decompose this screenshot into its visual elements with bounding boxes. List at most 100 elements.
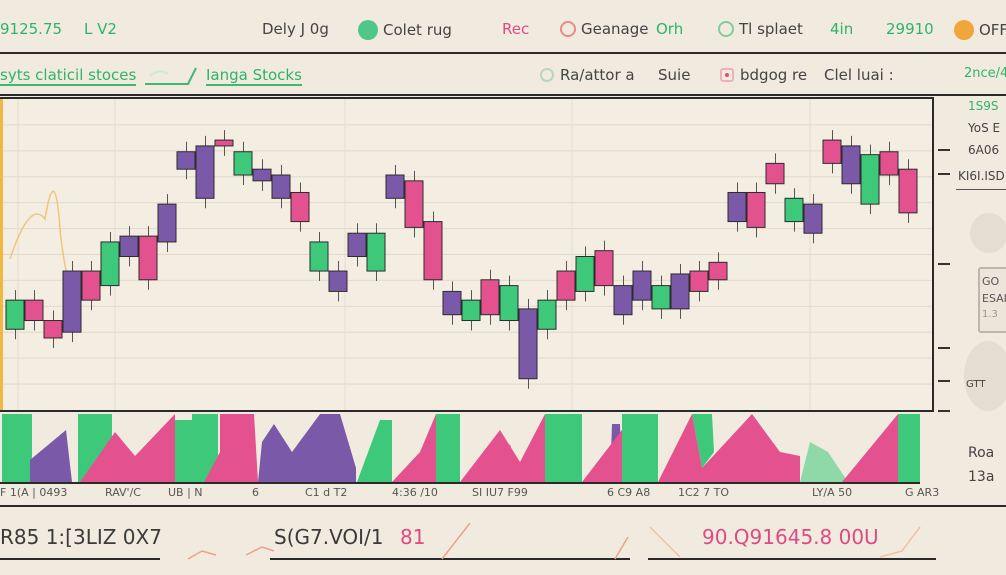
candle bbox=[442, 290, 462, 316]
toolbar-item-4in[interactable]: 4in bbox=[830, 20, 853, 38]
toggle-label: OFF bbox=[979, 21, 1006, 39]
x-axis-label: UB | N bbox=[168, 486, 203, 499]
tool-label: Suie bbox=[658, 66, 691, 84]
toolbar-item-label: Tl splaet bbox=[739, 20, 803, 38]
decorative-swoosh-icon bbox=[145, 67, 197, 85]
candle bbox=[879, 151, 899, 176]
tool-record[interactable]: bdgog re bbox=[720, 66, 807, 84]
candle bbox=[708, 261, 728, 281]
tool-suite[interactable]: Suie bbox=[658, 66, 690, 84]
axis-tick bbox=[938, 347, 950, 349]
candle bbox=[556, 270, 576, 301]
toolbar-item-label: 4in bbox=[830, 20, 854, 38]
candle bbox=[347, 232, 367, 258]
footer-left-value: R85 1:[3LIZ 0X7 bbox=[0, 525, 162, 549]
candle bbox=[176, 151, 196, 170]
candle bbox=[860, 154, 880, 205]
candle bbox=[461, 299, 481, 322]
footer-mid-badge: 81 bbox=[400, 525, 426, 549]
candle bbox=[898, 168, 918, 214]
candle bbox=[138, 235, 158, 281]
toolbar-item-label: Orh bbox=[656, 20, 684, 38]
footer-right-value: 90.Q91645.8 00U bbox=[702, 525, 879, 549]
candle bbox=[518, 308, 538, 380]
spinner-icon bbox=[540, 68, 554, 82]
version-label: L V2 bbox=[84, 20, 117, 38]
chart-title: syts claticil stoces bbox=[0, 66, 137, 86]
candle bbox=[290, 191, 310, 223]
toolbar-item-splat[interactable]: Tl splaet bbox=[718, 20, 803, 38]
tool-label: Ra/attor a bbox=[560, 66, 635, 84]
area-band-canvas bbox=[0, 412, 920, 482]
candle bbox=[632, 270, 652, 301]
tab-label: Ianga Stocks bbox=[206, 66, 302, 84]
chart-canvas bbox=[0, 99, 932, 410]
candle bbox=[195, 145, 215, 199]
x-axis-label: F 1(A | 0493 bbox=[0, 486, 68, 499]
candle bbox=[233, 151, 253, 176]
candle bbox=[157, 203, 177, 243]
divider bbox=[648, 558, 936, 560]
candle bbox=[480, 279, 500, 316]
toggle-icon bbox=[954, 20, 974, 40]
toolbar-item-label: Gеanage bbox=[581, 20, 649, 38]
candle bbox=[651, 285, 671, 310]
side-bottom-label: Roa bbox=[968, 445, 995, 461]
side-value-1: 1S9S bbox=[968, 99, 999, 113]
circle-icon bbox=[718, 21, 734, 37]
sparkline-right bbox=[649, 526, 921, 558]
toolbar-item-change[interactable]: Gеanage bbox=[560, 20, 649, 38]
tool-clear[interactable]: Clel luai : bbox=[824, 66, 894, 84]
candlestick-chart[interactable] bbox=[0, 97, 934, 412]
ghost-avatar-icon bbox=[964, 341, 1006, 411]
x-axis-label: 6 C9 A8 bbox=[607, 486, 651, 499]
side-panel: 1S9S YoS E 6A06 KI6I.ISD GO ESAI 1.3 GTT… bbox=[936, 97, 1006, 497]
x-axis-label: 4:36 /10 bbox=[392, 486, 438, 499]
volume-area-band bbox=[0, 412, 920, 484]
x-axis-label: SI IU7 F99 bbox=[472, 486, 528, 499]
toolbar-item-label: Rec bbox=[502, 20, 530, 38]
green-dot-icon bbox=[358, 20, 378, 40]
tool-label: bdgog re bbox=[740, 66, 808, 84]
candle bbox=[423, 221, 443, 281]
axis-tick bbox=[938, 410, 950, 412]
candle bbox=[43, 320, 63, 339]
divider bbox=[270, 558, 630, 560]
toolbar-item-label: 29910 bbox=[886, 20, 934, 38]
candle bbox=[385, 174, 405, 199]
sparkline-mid bbox=[441, 522, 629, 560]
toolbar-item-daily[interactable]: Dеlу J 0g bbox=[262, 20, 329, 38]
card-footer: GTT bbox=[966, 379, 986, 390]
toolbar-item-orh[interactable]: Orh bbox=[656, 20, 683, 38]
candle bbox=[537, 299, 557, 330]
candle bbox=[803, 203, 823, 234]
tool-ratio[interactable]: Ra/attor a bbox=[540, 66, 635, 84]
candle bbox=[100, 241, 120, 287]
card-value: 1.3 bbox=[982, 309, 998, 320]
x-axis-label: RAV'/C bbox=[105, 486, 141, 499]
x-axis-labels: F 1(A | 0493 RAV'/C UB | N 6 C1 d T2 4:36 /10… bbox=[0, 486, 1006, 504]
tool-label: Clel luai : bbox=[824, 66, 894, 84]
axis-tick bbox=[938, 173, 950, 175]
footer-mid-value: S(G7.VOI/1 bbox=[274, 525, 384, 549]
divider bbox=[0, 558, 160, 560]
toolbar-item-collect[interactable]: Colet rug bbox=[358, 20, 452, 40]
candle bbox=[24, 299, 44, 322]
off-toggle[interactable]: OFF bbox=[954, 20, 1006, 40]
axis-tick bbox=[938, 380, 950, 382]
candle bbox=[765, 162, 785, 185]
tab-stocks[interactable]: Ianga Stocks bbox=[206, 66, 302, 86]
candle bbox=[613, 285, 633, 316]
toolbar-item-rec[interactable]: Rec bbox=[502, 20, 529, 38]
ghost-avatar-icon bbox=[970, 213, 1006, 253]
axis-tick bbox=[938, 263, 950, 265]
footer-summary: R85 1:[3LIZ 0X7 S(G7.VOI/1 81 90.Q91645.… bbox=[0, 505, 1006, 575]
candle bbox=[252, 168, 272, 182]
sub-toolbar: syts claticil stoces Ianga Stocks Ra/att… bbox=[0, 56, 1006, 96]
candle bbox=[689, 270, 709, 292]
candle bbox=[575, 256, 595, 292]
side-value-4: KI6I.ISD bbox=[958, 169, 1005, 183]
candle bbox=[81, 270, 101, 301]
top-toolbar: 9125.75 L V2 Dеlу J 0g Colet rug Rec Gеa… bbox=[0, 0, 1006, 54]
divider bbox=[956, 189, 1006, 190]
